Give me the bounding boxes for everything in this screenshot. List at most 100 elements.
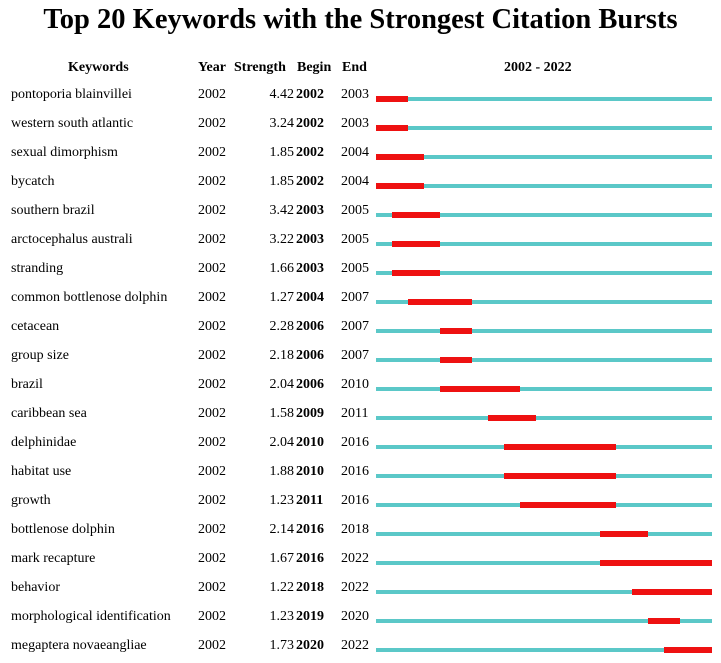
timeline-baseline <box>376 358 712 362</box>
end-value: 2018 <box>341 522 369 537</box>
end-value: 2016 <box>341 493 369 508</box>
strength-value: 3.42 <box>269 203 295 218</box>
burst-bar <box>376 96 408 102</box>
table-row: habitat use 2002 1.88 2010 2016 <box>0 460 721 489</box>
table-row: pontoporia blainvillei 2002 4.42 2002 2003 <box>0 83 721 112</box>
begin-value: 2016 <box>296 551 324 566</box>
begin-value: 2016 <box>296 522 324 537</box>
end-value: 2022 <box>341 580 369 595</box>
year-value: 2002 <box>198 116 226 131</box>
end-value: 2010 <box>341 377 369 392</box>
end-value: 2004 <box>341 145 369 160</box>
keyword-label: pontoporia blainvillei <box>11 87 132 102</box>
year-value: 2002 <box>198 290 226 305</box>
header-keywords: Keywords <box>68 60 129 75</box>
table-row: growth 2002 1.23 2011 2016 <box>0 489 721 518</box>
burst-bar <box>632 589 712 595</box>
keyword-label: growth <box>11 493 51 508</box>
strength-value: 1.85 <box>269 145 295 160</box>
strength-value: 1.66 <box>269 261 295 276</box>
keyword-label: western south atlantic <box>11 116 134 131</box>
table-row: megaptera novaeangliae 2002 1.73 2020 2022 <box>0 634 721 663</box>
strength-value: 1.73 <box>269 638 295 653</box>
burst-bar <box>376 154 424 160</box>
table-row: delphinidae 2002 2.04 2010 2016 <box>0 431 721 460</box>
table-row: brazil 2002 2.04 2006 2010 <box>0 373 721 402</box>
table-row: cetacean 2002 2.28 2006 2007 <box>0 315 721 344</box>
begin-value: 2020 <box>296 638 324 653</box>
year-value: 2002 <box>198 203 226 218</box>
timeline-baseline <box>376 271 712 275</box>
strength-value: 2.04 <box>269 435 295 450</box>
end-value: 2022 <box>341 638 369 653</box>
strength-value: 1.27 <box>269 290 295 305</box>
begin-value: 2010 <box>296 435 324 450</box>
timeline-baseline <box>376 184 712 188</box>
year-value: 2002 <box>198 87 226 102</box>
year-value: 2002 <box>198 319 226 334</box>
keyword-label: bycatch <box>11 174 55 189</box>
year-value: 2002 <box>198 551 226 566</box>
begin-value: 2011 <box>296 493 324 508</box>
begin-value: 2004 <box>296 290 324 305</box>
end-value: 2022 <box>341 551 369 566</box>
timeline-baseline <box>376 648 712 652</box>
table-row: arctocephalus australi 2002 3.22 2003 2005 <box>0 228 721 257</box>
burst-bar <box>408 299 472 305</box>
strength-value: 3.22 <box>269 232 295 247</box>
year-value: 2002 <box>198 464 226 479</box>
burst-bar <box>392 212 440 218</box>
burst-bar <box>376 125 408 131</box>
begin-value: 2003 <box>296 261 324 276</box>
strength-value: 1.23 <box>269 493 295 508</box>
year-value: 2002 <box>198 174 226 189</box>
keyword-label: mark recapture <box>11 551 96 566</box>
year-value: 2002 <box>198 435 226 450</box>
header-strength: Strength <box>234 60 286 75</box>
timeline-baseline <box>376 97 712 101</box>
strength-value: 1.22 <box>269 580 295 595</box>
burst-bar <box>488 415 536 421</box>
table-row: mark recapture 2002 1.67 2016 2022 <box>0 547 721 576</box>
table-row: sexual dimorphism 2002 1.85 2002 2004 <box>0 141 721 170</box>
year-value: 2002 <box>198 609 226 624</box>
burst-bar <box>440 357 472 363</box>
strength-value: 4.42 <box>269 87 295 102</box>
end-value: 2004 <box>341 174 369 189</box>
keyword-label: habitat use <box>11 464 72 479</box>
strength-value: 1.67 <box>269 551 295 566</box>
burst-bar <box>440 386 520 392</box>
end-value: 2005 <box>341 261 369 276</box>
begin-value: 2009 <box>296 406 324 421</box>
table-row: bycatch 2002 1.85 2002 2004 <box>0 170 721 199</box>
year-value: 2002 <box>198 638 226 653</box>
strength-value: 1.85 <box>269 174 295 189</box>
table-row: western south atlantic 2002 3.24 2002 2003 <box>0 112 721 141</box>
end-value: 2005 <box>341 232 369 247</box>
end-value: 2020 <box>341 609 369 624</box>
table-row: morphological identification 2002 1.23 2019… <box>0 605 721 634</box>
header-end: End <box>342 60 367 75</box>
strength-value: 2.28 <box>269 319 295 334</box>
timeline-baseline <box>376 329 712 333</box>
burst-bar <box>504 444 616 450</box>
strength-value: 2.04 <box>269 377 295 392</box>
burst-bar <box>648 618 680 624</box>
timeline-baseline <box>376 619 712 623</box>
burst-bar <box>664 647 712 653</box>
keyword-label: cetacean <box>11 319 60 334</box>
header-range: 2002 - 2022 <box>504 60 572 75</box>
end-value: 2007 <box>341 290 369 305</box>
table-row: group size 2002 2.18 2006 2007 <box>0 344 721 373</box>
keyword-label: arctocephalus australi <box>11 232 133 247</box>
year-value: 2002 <box>198 145 226 160</box>
keyword-label: southern brazil <box>11 203 95 218</box>
table-row: bottlenose dolphin 2002 2.14 2016 2018 <box>0 518 721 547</box>
begin-value: 2019 <box>296 609 324 624</box>
burst-bar <box>392 270 440 276</box>
timeline-baseline <box>376 126 712 130</box>
timeline-baseline <box>376 213 712 217</box>
table-row: southern brazil 2002 3.42 2003 2005 <box>0 199 721 228</box>
burst-bar <box>504 473 616 479</box>
